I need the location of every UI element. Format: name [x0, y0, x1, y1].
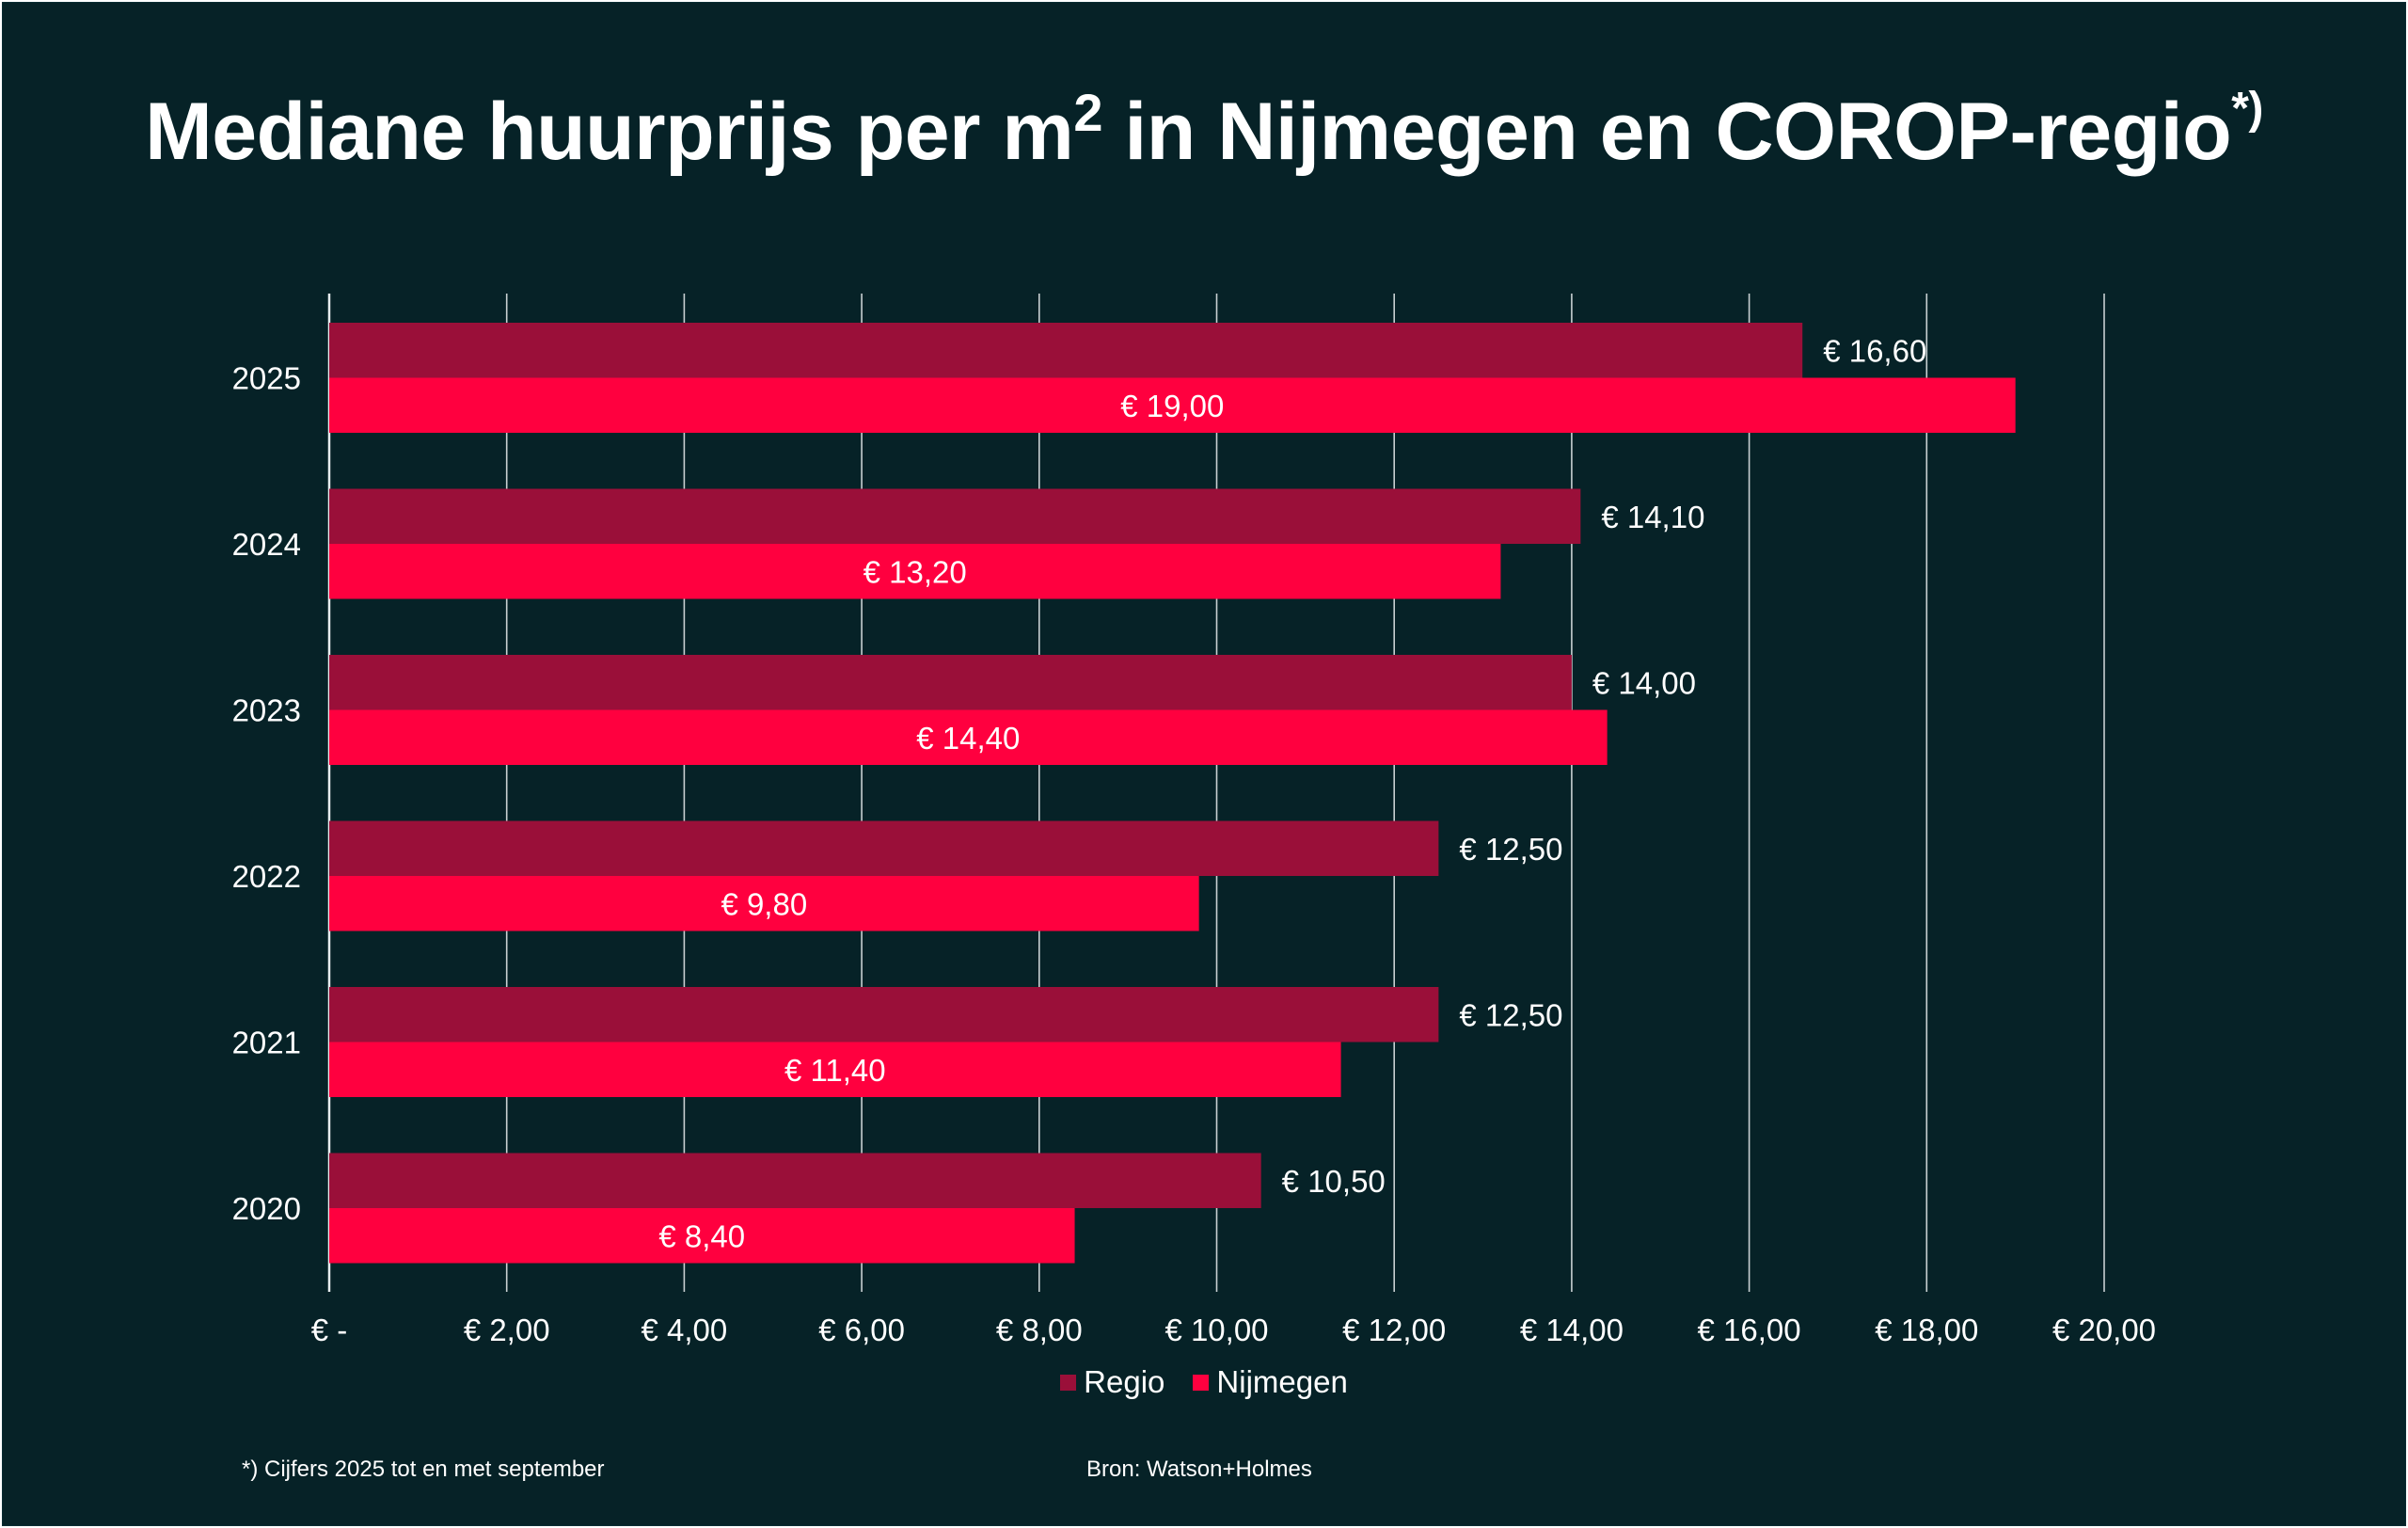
data-label-nijmegen-2022: € 9,80	[721, 886, 807, 921]
data-label-regio-2024: € 14,10	[1601, 500, 1704, 534]
x-tick-label-16: € 16,00	[1698, 1313, 1801, 1347]
x-tick-label-6: € 6,00	[818, 1313, 905, 1347]
data-label-nijmegen-2025: € 19,00	[1120, 389, 1224, 423]
data-label-regio-2022: € 12,50	[1459, 832, 1562, 867]
bar-regio-2024	[329, 488, 1581, 544]
chart-legend: Regio Nijmegen	[0, 1364, 2408, 1400]
data-label-nijmegen-2024: € 13,20	[863, 554, 967, 589]
data-label-nijmegen-2021: € 11,40	[784, 1053, 886, 1088]
bar-regio-2025	[329, 323, 1803, 378]
x-tick-label-18: € 18,00	[1875, 1313, 1978, 1347]
y-category-label-2020: 2020	[232, 1191, 301, 1226]
data-label-regio-2020: € 10,50	[1282, 1164, 1386, 1199]
y-category-label-2022: 2022	[232, 859, 301, 894]
bar-regio-2022	[329, 820, 1439, 876]
title-superscript: 2	[1073, 83, 1103, 142]
y-category-label-2024: 2024	[232, 527, 301, 562]
footnote: *) Cijfers 2025 tot en met september	[242, 1456, 605, 1482]
bar-nijmegen-2024	[329, 544, 1501, 599]
x-tick-label-4: € 4,00	[642, 1313, 728, 1347]
data-label-nijmegen-2020: € 8,40	[658, 1218, 745, 1253]
data-label-regio-2025: € 16,60	[1823, 333, 1926, 368]
x-tick-label-20: € 20,00	[2052, 1313, 2156, 1347]
x-tick-label-14: € 14,00	[1520, 1313, 1624, 1347]
title-rest: in Nijmegen en COROP-regio	[1102, 87, 2232, 177]
data-label-regio-2021: € 12,50	[1459, 997, 1562, 1032]
x-tick-label-10: € 10,00	[1164, 1313, 1268, 1347]
x-tick-label-8: € 8,00	[996, 1313, 1083, 1347]
title-note-mark: *)	[2231, 84, 2263, 134]
title-main: Mediane huurprijs per m	[145, 87, 1074, 177]
bar-nijmegen-2023	[329, 709, 1608, 765]
legend-item-nijmegen: Nijmegen	[1193, 1364, 1348, 1400]
data-label-regio-2023: € 14,00	[1592, 665, 1696, 700]
bar-nijmegen-2022	[329, 876, 1199, 931]
y-category-label-2025: 2025	[232, 361, 301, 396]
y-category-label-2023: 2023	[232, 693, 301, 728]
legend-swatch-regio	[1060, 1374, 1077, 1391]
y-category-label-2021: 2021	[232, 1026, 301, 1060]
source-note: Bron: Watson+Holmes	[1086, 1456, 1312, 1482]
chart-title: Mediane huurprijs per m2 in Nijmegen en …	[3, 86, 2405, 179]
bar-nijmegen-2020	[329, 1208, 1075, 1264]
legend-swatch-nijmegen	[1193, 1374, 1210, 1391]
x-tick-label-2: € 2,00	[464, 1313, 550, 1347]
bar-regio-2020	[329, 1153, 1261, 1208]
bar-regio-2023	[329, 655, 1572, 710]
legend-label-nijmegen: Nijmegen	[1216, 1364, 1348, 1399]
legend-label-regio: Regio	[1084, 1364, 1165, 1399]
x-tick-label-0: € -	[311, 1313, 348, 1347]
bar-nijmegen-2021	[329, 1042, 1341, 1097]
bar-nijmegen-2025	[329, 377, 2016, 433]
legend-item-regio: Regio	[1060, 1364, 1164, 1400]
data-label-nijmegen-2023: € 14,40	[916, 721, 1020, 756]
x-tick-label-12: € 12,00	[1342, 1313, 1446, 1347]
bar-regio-2021	[329, 987, 1439, 1043]
